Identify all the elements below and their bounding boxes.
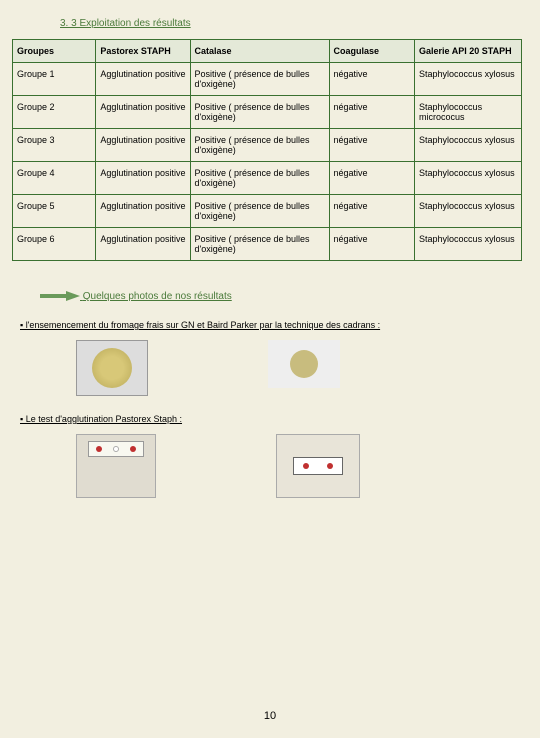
- page-number: 10: [264, 710, 276, 722]
- table-cell: Staphylococcus xylosus: [415, 129, 522, 162]
- th-coagulase: Coagulase: [329, 40, 415, 63]
- table-cell: Positive ( présence de bulles d'oxigène): [190, 129, 329, 162]
- photo-agglutination-slide: [276, 434, 360, 498]
- th-groupes: Groupes: [13, 40, 96, 63]
- table-row: Groupe 5Agglutination positivePositive (…: [13, 195, 522, 228]
- table-cell: Agglutination positive: [96, 195, 190, 228]
- table-cell: Groupe 1: [13, 63, 96, 96]
- table-cell: négative: [329, 96, 415, 129]
- section-title: 3. 3 Exploitation des résultats: [60, 18, 540, 29]
- photos-heading: Quelques photos de nos résultats: [40, 291, 540, 302]
- table-cell: Positive ( présence de bulles d'oxigène): [190, 96, 329, 129]
- results-table: Groupes Pastorex STAPH Catalase Coagulas…: [12, 39, 522, 261]
- table-cell: Positive ( présence de bulles d'oxigène): [190, 195, 329, 228]
- photo-agglutination-kit: [76, 434, 156, 498]
- table-row: Groupe 2Agglutination positivePositive (…: [13, 96, 522, 129]
- table-cell: négative: [329, 195, 415, 228]
- table-cell: Agglutination positive: [96, 228, 190, 261]
- table-header-row: Groupes Pastorex STAPH Catalase Coagulas…: [13, 40, 522, 63]
- table-cell: Staphylococcus xylosus: [415, 162, 522, 195]
- table-cell: Groupe 2: [13, 96, 96, 129]
- table-cell: Groupe 6: [13, 228, 96, 261]
- photo-row-1: [76, 340, 540, 396]
- table-cell: Staphylococcus xylosus: [415, 63, 522, 96]
- table-cell: négative: [329, 129, 415, 162]
- table-cell: Positive ( présence de bulles d'oxigène): [190, 228, 329, 261]
- th-catalase: Catalase: [190, 40, 329, 63]
- photo-row-2: [76, 434, 540, 498]
- table-cell: négative: [329, 228, 415, 261]
- table-cell: Staphylococcus micrococus: [415, 96, 522, 129]
- table-cell: Positive ( présence de bulles d'oxigène): [190, 63, 329, 96]
- table-cell: Agglutination positive: [96, 129, 190, 162]
- table-cell: Agglutination positive: [96, 162, 190, 195]
- photo-inoculation: [268, 340, 340, 388]
- bullet-ensemencement: ▪ l'ensemencement du fromage frais sur G…: [20, 320, 540, 330]
- th-galerie: Galerie API 20 STAPH: [415, 40, 522, 63]
- table-cell: Staphylococcus xylosus: [415, 195, 522, 228]
- bullet-pastorex: ▪ Le test d'agglutination Pastorex Staph…: [20, 414, 540, 424]
- table-row: Groupe 3Agglutination positivePositive (…: [13, 129, 522, 162]
- photos-heading-text: Quelques photos de nos résultats: [83, 291, 232, 302]
- table-cell: négative: [329, 162, 415, 195]
- table-row: Groupe 4Agglutination positivePositive (…: [13, 162, 522, 195]
- table-cell: négative: [329, 63, 415, 96]
- table-cell: Groupe 5: [13, 195, 96, 228]
- table-cell: Agglutination positive: [96, 63, 190, 96]
- table-cell: Groupe 3: [13, 129, 96, 162]
- table-cell: Positive ( présence de bulles d'oxigène): [190, 162, 329, 195]
- photo-petri-dish: [76, 340, 148, 396]
- table-cell: Groupe 4: [13, 162, 96, 195]
- table-cell: Staphylococcus xylosus: [415, 228, 522, 261]
- table-row: Groupe 6Agglutination positivePositive (…: [13, 228, 522, 261]
- arrow-right-icon: [40, 291, 80, 301]
- th-pastorex: Pastorex STAPH: [96, 40, 190, 63]
- table-row: Groupe 1Agglutination positivePositive (…: [13, 63, 522, 96]
- table-cell: Agglutination positive: [96, 96, 190, 129]
